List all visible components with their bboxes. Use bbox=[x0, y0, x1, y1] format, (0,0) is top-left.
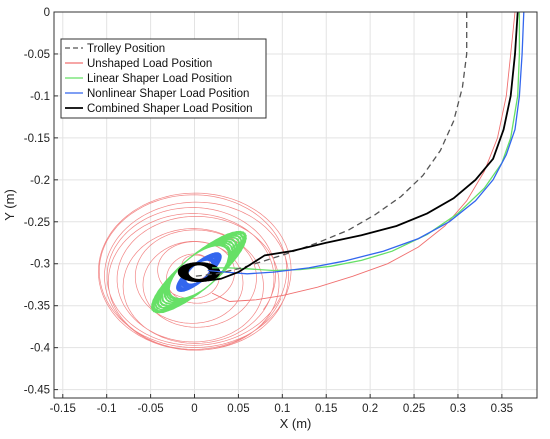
x-axis-ticks: -0.15 -0.1 -0.05 0 0.05 0.1 0.15 0.2 0.25 0.3 0.35 bbox=[50, 394, 513, 415]
y-tick-label: -0.2 bbox=[30, 175, 50, 187]
x-tick-label: -0.15 bbox=[50, 403, 76, 415]
x-tick-label: 0.25 bbox=[403, 403, 425, 415]
linear-shaper-oscillation bbox=[150, 230, 247, 314]
x-tick-label: -0.05 bbox=[137, 403, 163, 415]
x-tick-label: 0.1 bbox=[274, 403, 290, 415]
y-tick-label: -0.15 bbox=[24, 133, 50, 145]
combined-shaper-oscillation bbox=[177, 262, 221, 283]
plot-frame bbox=[53, 11, 538, 399]
legend-entry: Unshaped Load Position bbox=[87, 58, 212, 70]
unshaped-oscillation-loops bbox=[98, 192, 292, 351]
y-tick-label: -0.45 bbox=[24, 385, 50, 397]
combined-shaper-line bbox=[207, 11, 519, 282]
legend-entry: Linear Shaper Load Position bbox=[87, 73, 232, 85]
linear-shaper-line bbox=[212, 12, 521, 272]
oscillation-clusters bbox=[98, 192, 292, 351]
y-axis-label: Y (m) bbox=[2, 189, 17, 221]
legend-entry: Trolley Position bbox=[87, 43, 165, 55]
legend-box bbox=[60, 38, 267, 119]
x-tick-label: 0.35 bbox=[491, 403, 513, 415]
x-tick-label: 0.05 bbox=[227, 403, 249, 415]
x-tick-label: -0.1 bbox=[97, 403, 117, 415]
series-lines bbox=[194, 11, 525, 302]
y-tick-label: -0.1 bbox=[30, 91, 50, 103]
legend: Trolley Position Unshaped Load Position Li… bbox=[60, 38, 267, 119]
x-tick-label: 0 bbox=[191, 403, 197, 415]
y-tick-label: -0.35 bbox=[24, 301, 50, 313]
y-tick-label: -0.3 bbox=[30, 259, 50, 271]
y-tick-label: -0.4 bbox=[30, 343, 50, 355]
nonlinear-shaper-line bbox=[207, 11, 525, 275]
y-tick-label: 0 bbox=[44, 7, 50, 19]
unshaped-load-line bbox=[211, 11, 516, 302]
x-tick-label: 0.3 bbox=[450, 403, 466, 415]
y-tick-label: -0.05 bbox=[24, 49, 50, 61]
y-tick-label: -0.25 bbox=[24, 217, 50, 229]
x-tick-label: 0.15 bbox=[315, 403, 337, 415]
legend-entry: Combined Shaper Load Position bbox=[87, 103, 253, 115]
legend-entry: Nonlinear Shaper Load Position bbox=[87, 88, 249, 100]
y-axis-ticks: 0 -0.05 -0.1 -0.15 -0.2 -0.25 -0.3 -0.35 -0.4 -0.… bbox=[24, 7, 58, 397]
x-axis-label: X (m) bbox=[280, 416, 312, 431]
x-tick-label: 0.2 bbox=[362, 403, 378, 415]
